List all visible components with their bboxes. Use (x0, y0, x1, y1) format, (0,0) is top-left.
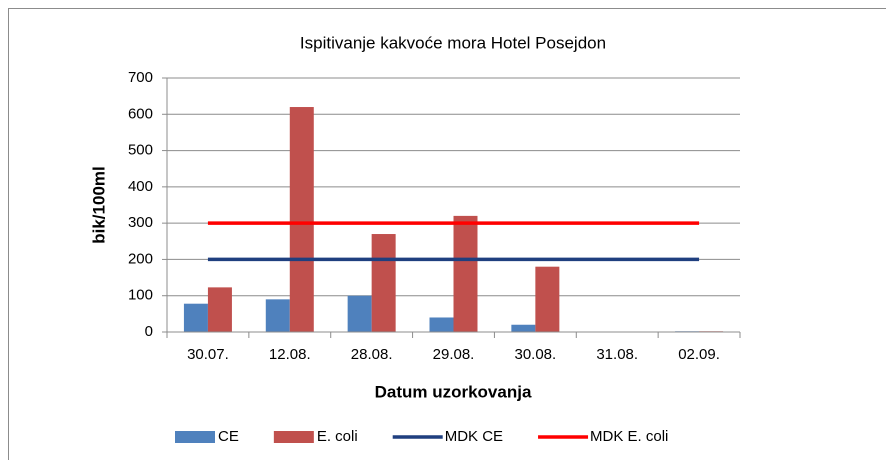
x-tick-label: 28.08. (351, 346, 393, 363)
x-tick-label: 12.08. (269, 346, 311, 363)
legend-label: MDK CE (445, 428, 503, 445)
bar (430, 317, 454, 332)
x-tick-label: 30.08. (514, 346, 556, 363)
y-tick-label: 300 (128, 214, 153, 231)
x-axis-label: Datum uzorkovanja (375, 382, 532, 401)
x-tick-label: 30.07. (187, 346, 229, 363)
y-tick-label: 400 (128, 178, 153, 195)
bar (208, 287, 232, 332)
legend-label: E. coli (317, 428, 358, 445)
y-tick-label: 100 (128, 287, 153, 304)
y-tick-label: 200 (128, 250, 153, 267)
bar (266, 299, 290, 332)
bar (348, 296, 372, 332)
y-axis-label: bik/100ml (89, 166, 108, 244)
bar (372, 234, 396, 332)
legend-label: MDK E. coli (590, 428, 668, 445)
x-tick-label: 02.09. (678, 346, 720, 363)
legend-swatch (175, 431, 215, 443)
bar (511, 325, 535, 332)
y-tick-label: 500 (128, 142, 153, 159)
bar (454, 216, 478, 332)
legend-label: CE (218, 428, 239, 445)
y-tick-label: 0 (145, 323, 153, 340)
bar (535, 267, 559, 332)
bar (184, 304, 208, 332)
x-tick-label: 29.08. (433, 346, 475, 363)
bar (290, 107, 314, 332)
chart-title: Ispitivanje kakvoće mora Hotel Posejdon (300, 33, 606, 52)
x-tick-label: 31.08. (596, 346, 638, 363)
y-tick-label: 700 (128, 69, 153, 86)
y-tick-label: 600 (128, 105, 153, 122)
legend-swatch (274, 431, 314, 443)
